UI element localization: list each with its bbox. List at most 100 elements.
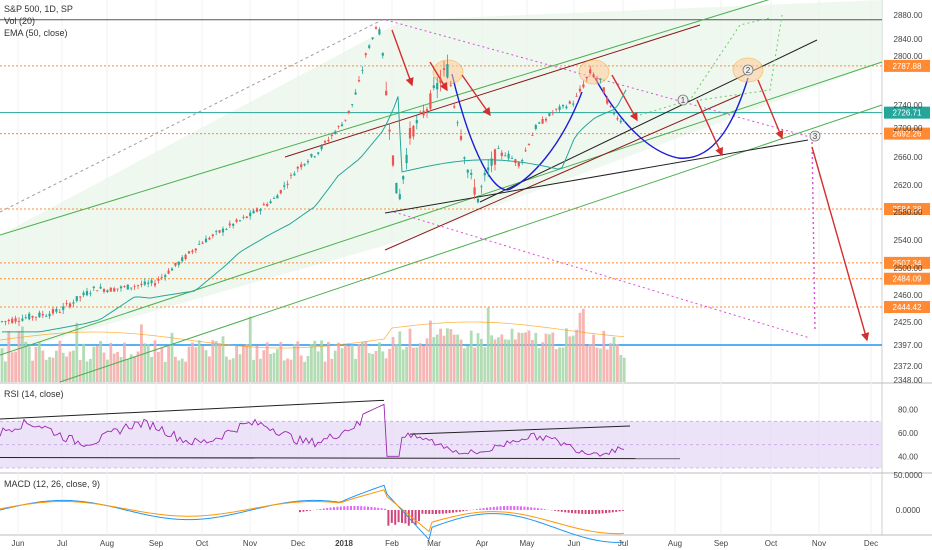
macd-histogram-bar — [322, 508, 325, 510]
volume-bar — [347, 345, 351, 382]
macd-histogram-bar — [458, 510, 461, 512]
candle-body — [150, 280, 153, 284]
candle-body — [442, 68, 446, 70]
candle-body — [31, 316, 34, 318]
macd-histogram-bar — [533, 507, 536, 510]
candle-body — [194, 248, 197, 251]
candle-body — [521, 160, 524, 162]
volume-bar — [92, 346, 96, 382]
y-axis-group: 2880.00 2840.00 2800.00 2740.00 2700.00 2660.… — [894, 11, 923, 515]
candle-body — [612, 112, 616, 115]
macd-histogram-bar — [482, 508, 485, 510]
volume-bar — [422, 345, 425, 382]
candle-body — [89, 293, 92, 294]
macd-histogram-bar — [302, 510, 305, 512]
candle-body — [208, 237, 211, 240]
volume-bar — [184, 361, 187, 382]
volume-bar — [554, 349, 558, 382]
x-tick-label: Sep — [149, 539, 164, 548]
candle-body — [38, 312, 41, 318]
macd-histogram-bar — [530, 507, 533, 510]
candle-body — [388, 129, 391, 132]
candle-body — [500, 152, 503, 156]
macd-histogram-bar — [537, 508, 539, 510]
volume-bar — [68, 351, 72, 382]
volume-bar — [272, 352, 276, 382]
macd-histogram-bar — [543, 509, 546, 510]
candle-body — [174, 262, 177, 266]
macd-signal-line — [0, 489, 625, 535]
macd-histogram-bar — [560, 510, 563, 512]
macd-histogram-bar — [448, 510, 451, 514]
candle-body — [463, 157, 466, 159]
macd-pane-group — [0, 484, 625, 543]
numbered-marker — [809, 130, 821, 142]
candle-body — [313, 156, 316, 158]
candle-body — [262, 204, 265, 206]
macd-histogram-bar — [431, 510, 434, 514]
candle-body — [85, 291, 89, 296]
candle-body — [28, 313, 31, 320]
candle-body — [14, 318, 17, 322]
macd-histogram-bar — [356, 506, 359, 510]
volume-bar — [330, 358, 334, 382]
peak-highlight-ellipse — [578, 59, 610, 85]
numbered-marker-label: 1 — [681, 96, 686, 105]
y-tick-label: 2880.00 — [894, 11, 923, 20]
candle-body — [456, 122, 459, 124]
macd-histogram-bar — [605, 510, 607, 514]
candle-body — [623, 121, 626, 122]
candle-body — [109, 287, 112, 292]
volume-bar — [333, 350, 337, 382]
macd-histogram-bar — [370, 506, 373, 510]
macd-histogram-bar — [516, 506, 519, 510]
volume-bar — [476, 333, 480, 382]
macd-histogram-bar — [506, 506, 509, 510]
candle-body — [72, 302, 75, 304]
volume-bar — [123, 342, 126, 382]
macd-histogram-bar — [523, 506, 526, 510]
volume-bar — [551, 332, 555, 382]
volume-bar — [537, 348, 541, 382]
volume-bar — [296, 341, 300, 382]
macd-histogram-bar — [509, 506, 512, 510]
candle-body — [133, 286, 136, 288]
candle-body — [82, 292, 85, 296]
candle-body — [140, 283, 143, 285]
candle-body — [408, 128, 412, 139]
volume-bar — [459, 339, 463, 382]
candle-body — [347, 110, 350, 113]
candle-body — [266, 203, 269, 206]
volume-bar — [381, 351, 385, 382]
volume-bar — [41, 350, 45, 382]
candle-body — [48, 313, 51, 317]
x-tick-label: Aug — [668, 539, 682, 548]
candle-body — [164, 275, 167, 278]
macd-tick-label: 0.0000 — [896, 506, 921, 515]
candle-body — [361, 70, 364, 72]
volume-bar — [395, 344, 398, 382]
candle-body — [439, 78, 442, 84]
volume-bars-group — [0, 307, 626, 382]
x-tick-label: Nov — [243, 539, 257, 548]
macd-histogram-bar — [557, 510, 560, 512]
numbered-marker — [742, 64, 754, 76]
candle-body — [490, 158, 493, 166]
macd-histogram-bar — [401, 510, 403, 523]
candle-body — [572, 103, 575, 105]
macd-histogram-bar — [615, 510, 618, 512]
candle-body — [436, 82, 439, 90]
volume-bar — [228, 359, 232, 382]
volume-bar — [327, 341, 330, 382]
macd-histogram-bar — [489, 507, 492, 510]
macd-histogram-bar — [445, 510, 448, 514]
candle-body — [609, 105, 612, 107]
candle-body — [225, 229, 228, 230]
candle-body — [123, 286, 126, 287]
candle-body — [330, 134, 333, 136]
volume-bar — [344, 344, 347, 382]
x-tick-label: Feb — [385, 539, 399, 548]
candle-body — [235, 219, 238, 222]
volume-bar — [51, 357, 55, 382]
macd-histogram-bar — [404, 510, 407, 524]
